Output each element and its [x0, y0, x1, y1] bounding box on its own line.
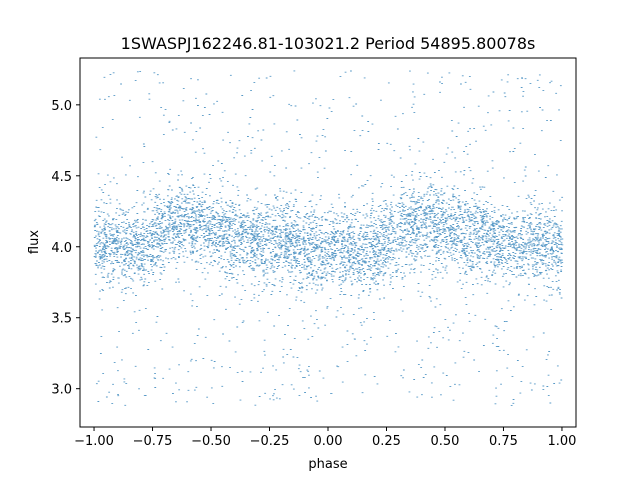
y-tick-label: 3.0	[51, 383, 72, 398]
data-points	[93, 70, 564, 406]
x-tick-label: −0.50	[191, 434, 231, 449]
x-axis-label: phase	[308, 457, 347, 472]
y-tick-label: 4.0	[51, 241, 72, 256]
y-axis: 3.0 3.5 4.0 4.5 5.0	[51, 99, 80, 398]
x-tick-label: −0.75	[133, 434, 173, 449]
x-axis: −1.00 −0.75 −0.50 −0.25 0.00 0.25 0.50 0.75 1.00	[74, 427, 576, 449]
y-axis-label: flux	[27, 230, 42, 254]
x-tick-label: 0.25	[372, 434, 401, 449]
x-tick-label: 0.00	[314, 434, 343, 449]
x-tick-label: −0.25	[250, 434, 290, 449]
x-tick-label: 0.50	[431, 434, 460, 449]
x-tick-label: 1.00	[547, 434, 576, 449]
x-tick-label: 0.75	[489, 434, 518, 449]
x-tick-label: −1.00	[74, 434, 114, 449]
scatter-points	[93, 70, 564, 406]
y-tick-label: 3.5	[51, 312, 72, 327]
y-tick-label: 4.5	[51, 170, 72, 185]
chart-title: 1SWASPJ162246.81-103021.2 Period 54895.8…	[121, 34, 536, 53]
y-tick-label: 5.0	[51, 99, 72, 114]
